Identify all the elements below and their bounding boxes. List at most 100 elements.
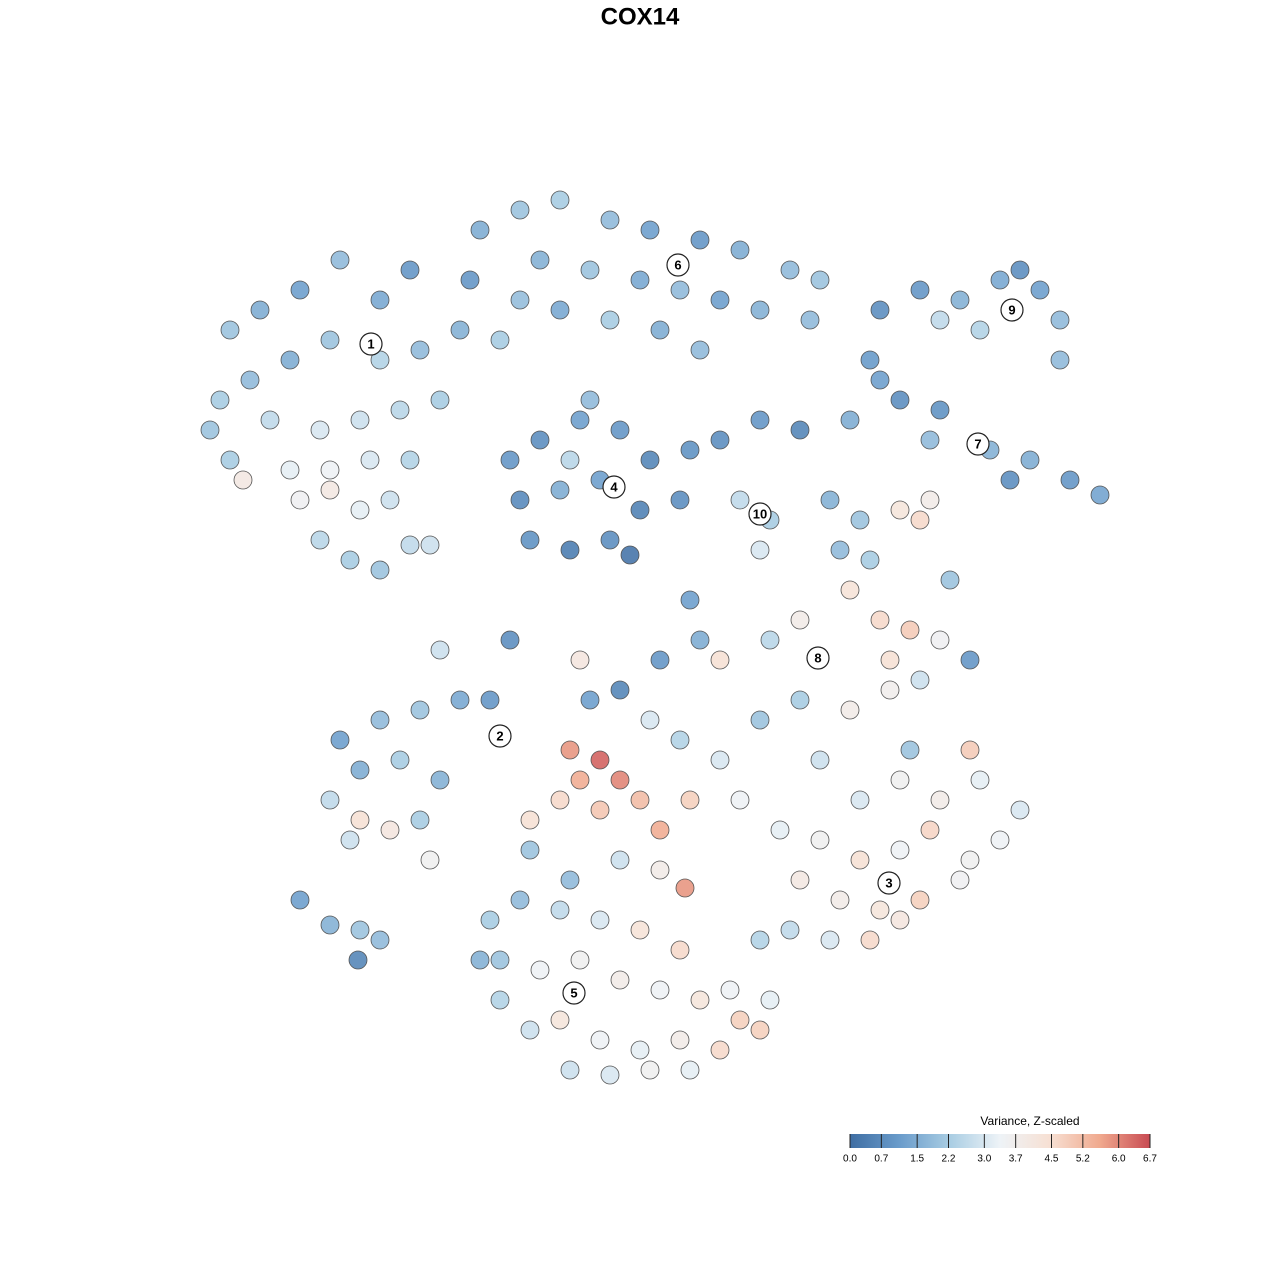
point — [590, 910, 610, 930]
point — [990, 270, 1010, 290]
point — [720, 980, 740, 1000]
point — [850, 790, 870, 810]
point — [350, 920, 370, 940]
point — [1060, 470, 1080, 490]
point — [1000, 470, 1020, 490]
point — [450, 690, 470, 710]
point — [790, 420, 810, 440]
point — [870, 370, 890, 390]
point — [560, 540, 580, 560]
point — [750, 930, 770, 950]
point — [390, 400, 410, 420]
point — [860, 350, 880, 370]
point — [430, 770, 450, 790]
cluster-label-badge — [562, 981, 586, 1005]
cluster-label-badge — [488, 724, 512, 748]
point — [750, 300, 770, 320]
point — [730, 240, 750, 260]
point — [770, 820, 790, 840]
point — [550, 480, 570, 500]
point — [280, 350, 300, 370]
point — [520, 840, 540, 860]
point — [600, 1065, 620, 1085]
point — [990, 830, 1010, 850]
point — [460, 270, 480, 290]
point — [930, 790, 950, 810]
point — [380, 490, 400, 510]
point — [290, 490, 310, 510]
point — [560, 1060, 580, 1080]
point — [730, 1010, 750, 1030]
point — [340, 830, 360, 850]
point — [970, 320, 990, 340]
colorbar-tick-label: 3.7 — [1009, 1154, 1023, 1165]
point — [870, 300, 890, 320]
cluster-label: 6 — [674, 257, 681, 272]
point — [430, 640, 450, 660]
point — [650, 650, 670, 670]
point — [360, 450, 380, 470]
point — [690, 990, 710, 1010]
point — [860, 550, 880, 570]
point — [348, 950, 368, 970]
point — [520, 530, 540, 550]
point — [620, 545, 640, 565]
point — [810, 830, 830, 850]
point — [320, 460, 340, 480]
cluster-label-badge — [1000, 298, 1024, 322]
point — [750, 410, 770, 430]
point — [780, 260, 800, 280]
point — [490, 330, 510, 350]
colorbar-tick-label: 4.5 — [1045, 1154, 1059, 1165]
point — [670, 1030, 690, 1050]
point — [920, 490, 940, 510]
point — [550, 300, 570, 320]
point — [370, 560, 390, 580]
cluster-label: 2 — [496, 728, 503, 743]
point — [310, 530, 330, 550]
point — [470, 950, 490, 970]
point — [1090, 485, 1110, 505]
point — [330, 730, 350, 750]
point — [760, 990, 780, 1010]
point — [970, 770, 990, 790]
point — [210, 390, 230, 410]
point — [380, 820, 400, 840]
point — [890, 500, 910, 520]
point — [610, 850, 630, 870]
point — [960, 850, 980, 870]
point — [760, 630, 780, 650]
cluster-label-badge — [748, 502, 772, 526]
cluster-label: 9 — [1008, 302, 1015, 317]
point — [960, 740, 980, 760]
point — [280, 460, 300, 480]
point — [810, 270, 830, 290]
cluster-label: 8 — [814, 650, 821, 665]
colorbar-tick-label: 2.2 — [942, 1154, 956, 1165]
point — [560, 870, 580, 890]
point — [670, 280, 690, 300]
point — [580, 260, 600, 280]
colorbar-tick-label: 6.7 — [1143, 1154, 1157, 1165]
point — [1020, 450, 1040, 470]
point — [790, 690, 810, 710]
cluster-label: 7 — [974, 436, 981, 451]
point — [260, 410, 280, 430]
point — [320, 330, 340, 350]
cluster-label: 10 — [753, 506, 767, 521]
point — [1050, 350, 1070, 370]
point — [520, 1020, 540, 1040]
point — [330, 250, 350, 270]
point — [480, 690, 500, 710]
point — [900, 620, 920, 640]
point — [675, 878, 695, 898]
point — [680, 440, 700, 460]
point — [1030, 280, 1050, 300]
cluster-label: 1 — [367, 336, 374, 351]
point — [640, 1060, 660, 1080]
point — [350, 760, 370, 780]
point — [890, 910, 910, 930]
point — [650, 860, 670, 880]
point — [890, 840, 910, 860]
point — [490, 950, 510, 970]
